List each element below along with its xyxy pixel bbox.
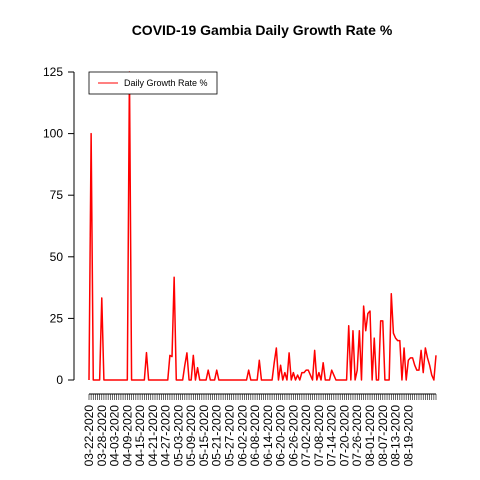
x-tick-label: 03-22-2020 xyxy=(82,405,96,467)
y-tick-label: 0 xyxy=(56,373,63,387)
x-tick-label: 06-20-2020 xyxy=(274,405,288,467)
x-tick-label: 05-15-2020 xyxy=(197,405,211,467)
y-tick-label: 125 xyxy=(43,65,63,79)
chart-title: COVID-19 Gambia Daily Growth Rate % xyxy=(132,22,393,38)
series-line xyxy=(88,71,437,381)
x-tick-label: 07-20-2020 xyxy=(337,405,351,467)
x-tick-label: 04-03-2020 xyxy=(108,405,122,467)
x-tick-label: 06-14-2020 xyxy=(261,405,275,467)
legend: Daily Growth Rate % xyxy=(88,71,218,95)
x-axis: 03-22-202003-28-202004-03-202004-09-2020… xyxy=(82,393,437,467)
plot-area xyxy=(88,71,437,381)
x-tick-label: 04-09-2020 xyxy=(120,405,134,467)
y-tick-label: 50 xyxy=(50,250,64,264)
x-tick-label: 05-09-2020 xyxy=(184,405,198,467)
x-tick-label: 07-26-2020 xyxy=(350,405,364,467)
x-tick-label: 07-14-2020 xyxy=(325,405,339,467)
x-tick-label: 03-28-2020 xyxy=(95,405,109,467)
x-tick-label: 04-27-2020 xyxy=(159,405,173,467)
x-tick-label: 06-08-2020 xyxy=(248,405,262,467)
x-tick-label: 04-15-2020 xyxy=(133,405,147,467)
x-tick-label: 06-02-2020 xyxy=(235,405,249,467)
legend-label: Daily Growth Rate % xyxy=(124,78,208,88)
y-tick-label: 100 xyxy=(43,127,63,141)
x-tick-label: 08-13-2020 xyxy=(389,405,403,467)
legend-box xyxy=(88,71,218,95)
x-tick-label: 07-02-2020 xyxy=(299,405,313,467)
x-tick-label: 05-03-2020 xyxy=(171,405,185,467)
y-axis: 0 25 50 75 100 125 xyxy=(43,65,75,387)
y-tick-label: 75 xyxy=(50,188,64,202)
x-tick-label: 06-26-2020 xyxy=(286,405,300,467)
x-tick-label: 08-01-2020 xyxy=(363,405,377,467)
y-tick-label: 25 xyxy=(50,311,64,325)
x-tick-label: 08-07-2020 xyxy=(376,405,390,467)
x-tick-label: 07-08-2020 xyxy=(312,405,326,467)
x-tick-label: 08-19-2020 xyxy=(401,405,415,467)
x-tick-label: 04-21-2020 xyxy=(146,405,160,467)
x-tick-label: 05-27-2020 xyxy=(223,405,237,467)
x-tick-label: 05-21-2020 xyxy=(210,405,224,467)
